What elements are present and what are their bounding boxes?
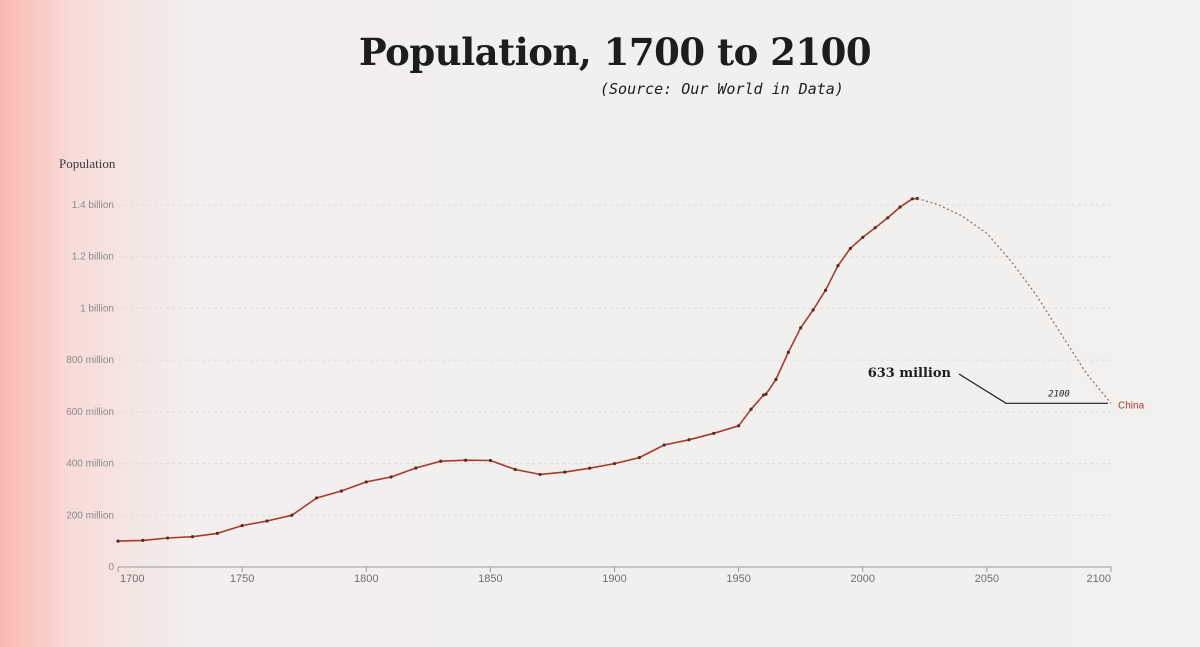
series-line-historical: [117, 197, 918, 542]
data-point: [764, 392, 768, 396]
data-point: [811, 308, 815, 312]
data-point: [910, 197, 915, 201]
data-point: [414, 466, 418, 470]
data-point: [898, 205, 902, 209]
y-axis-title: Population: [59, 156, 116, 171]
data-point: [166, 536, 170, 540]
y-tick-label: 200 million: [66, 510, 114, 521]
data-point: [563, 470, 567, 474]
data-point: [240, 524, 244, 528]
data-point: [339, 489, 344, 493]
data-point: [786, 350, 790, 354]
y-tick-label: 1.4 billion: [72, 200, 114, 211]
data-point: [637, 456, 641, 460]
data-point: [315, 496, 319, 500]
data-point: [290, 513, 294, 517]
x-tick-label: 1850: [478, 573, 502, 585]
data-point: [873, 226, 877, 230]
data-point: [513, 467, 517, 472]
chart-subtitle: (Source: Our World in Data): [600, 80, 844, 98]
data-point: [687, 438, 691, 442]
y-tick-label: 1 billion: [80, 303, 114, 314]
y-tick-label: 600 million: [66, 407, 114, 418]
data-point: [439, 459, 443, 463]
x-tick-label: 1900: [602, 573, 626, 585]
data-point: [662, 443, 666, 447]
data-point: [774, 377, 778, 382]
series-line-projection: [917, 197, 1112, 404]
data-point: [836, 264, 840, 268]
data-point: [749, 407, 753, 411]
data-point: [141, 538, 145, 542]
y-tick-label: 1.2 billion: [72, 252, 114, 263]
value-annotation: 633 million: [868, 366, 952, 381]
data-point: [861, 235, 865, 239]
x-tick-label: 2100: [1087, 573, 1111, 585]
data-point: [712, 431, 716, 435]
series-label: China: [1118, 400, 1145, 411]
data-point: [389, 475, 393, 479]
y-tick-label: 800 million: [66, 355, 114, 366]
data-point: [612, 461, 617, 466]
data-point: [538, 472, 542, 477]
data-point: [799, 326, 803, 330]
data-point: [848, 246, 852, 251]
data-point: [463, 458, 468, 462]
x-tick-label: 1700: [120, 573, 144, 585]
x-tick-label: 1950: [726, 573, 750, 585]
chart-title: Population, 1700 to 2100: [358, 30, 872, 74]
data-point: [823, 288, 828, 292]
data-point: [364, 480, 368, 484]
x-tick-label: 1750: [230, 573, 254, 585]
x-tick-label: 2050: [975, 573, 999, 585]
data-point: [488, 458, 492, 463]
data-point: [761, 393, 766, 397]
data-point: [885, 216, 890, 220]
annotation-leader-line: [958, 373, 1108, 404]
annotation-year-note: 2100: [1048, 389, 1070, 399]
data-point: [265, 519, 269, 523]
data-point: [215, 531, 219, 535]
data-point: [588, 466, 592, 470]
data-point: [190, 535, 195, 539]
x-tick-label: 2000: [851, 573, 875, 585]
y-tick-label: 400 million: [66, 459, 114, 470]
y-tick-label: 0: [108, 562, 114, 573]
data-point: [737, 424, 741, 428]
x-tick-label: 1800: [354, 573, 378, 585]
data-point: [116, 539, 120, 543]
